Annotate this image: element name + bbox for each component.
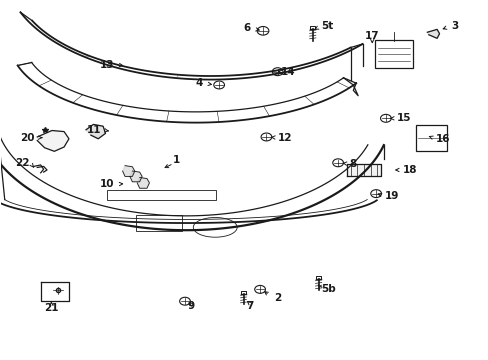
Polygon shape <box>130 171 142 182</box>
Text: 3: 3 <box>451 21 458 31</box>
Polygon shape <box>427 30 439 39</box>
Text: 5t: 5t <box>321 21 333 31</box>
Text: 21: 21 <box>44 303 59 314</box>
Text: 1: 1 <box>173 155 180 165</box>
Polygon shape <box>137 177 149 188</box>
Polygon shape <box>86 125 105 139</box>
Text: 22: 22 <box>16 158 30 168</box>
Polygon shape <box>122 166 135 176</box>
Text: 13: 13 <box>100 59 115 69</box>
Text: 4: 4 <box>195 78 203 88</box>
Text: 2: 2 <box>273 293 281 303</box>
Text: 6: 6 <box>243 23 250 33</box>
Text: 15: 15 <box>396 113 410 123</box>
Text: 17: 17 <box>364 31 379 41</box>
Text: 5b: 5b <box>321 284 336 294</box>
Text: 9: 9 <box>187 301 194 311</box>
Text: 7: 7 <box>245 301 253 311</box>
Text: 11: 11 <box>87 125 102 135</box>
Text: 19: 19 <box>384 191 399 201</box>
Text: 10: 10 <box>100 179 115 189</box>
Text: 14: 14 <box>280 67 295 77</box>
Polygon shape <box>346 164 380 176</box>
Polygon shape <box>37 131 69 151</box>
Text: 12: 12 <box>277 133 291 143</box>
Text: 16: 16 <box>435 134 449 144</box>
Text: 18: 18 <box>402 165 417 175</box>
Text: 8: 8 <box>348 159 356 169</box>
Text: 20: 20 <box>20 133 35 143</box>
